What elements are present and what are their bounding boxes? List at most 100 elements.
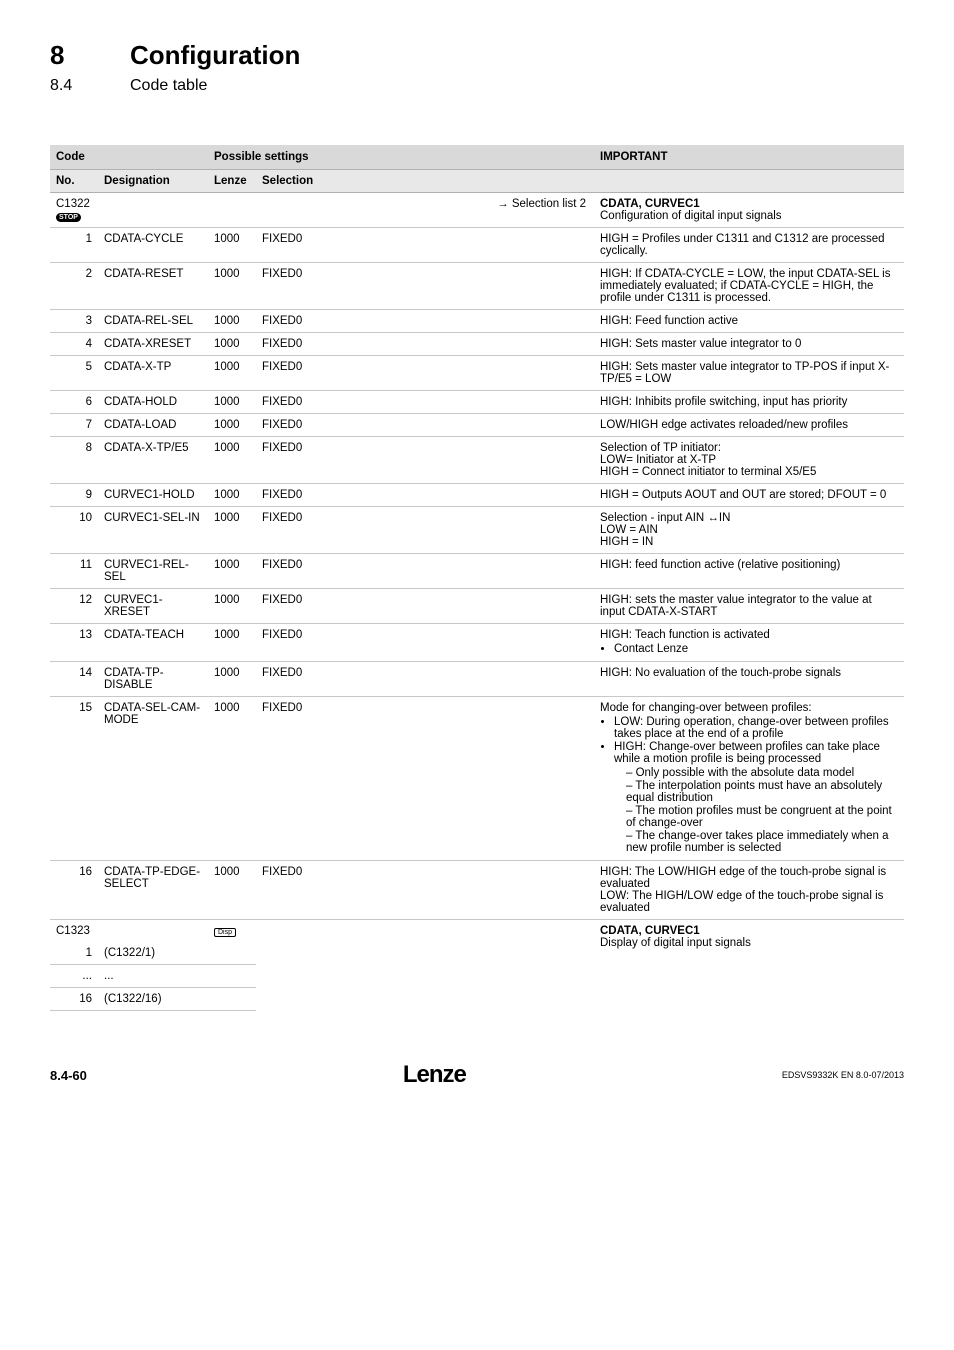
- cell-important: HIGH: The LOW/HIGH edge of the touch-pro…: [594, 861, 904, 920]
- cell-selection: FIXED0: [256, 662, 594, 697]
- cell-important: HIGH = Outputs AOUT and OUT are stored; …: [594, 484, 904, 507]
- cell-no: 2: [50, 263, 98, 310]
- cell-important: HIGH: sets the master value integrator t…: [594, 589, 904, 624]
- cell-no: 1: [50, 942, 98, 965]
- footer-logo: Lenze: [403, 1061, 466, 1089]
- footer-doc-id: EDSVS9332K EN 8.0-07/2013: [782, 1070, 904, 1080]
- stop-icon: STOP: [56, 213, 81, 222]
- table-row: 12CURVEC1-XRESET1000FIXED0HIGH: sets the…: [50, 589, 904, 624]
- cell-designation: CDATA-LOAD: [98, 414, 208, 437]
- cell-designation: CDATA-RESET: [98, 263, 208, 310]
- cell-no: 13: [50, 624, 98, 662]
- cell-no: 5: [50, 356, 98, 391]
- cell-no: 16: [50, 988, 98, 1011]
- col-header-code: Code: [50, 145, 208, 170]
- cell-lenze: 1000: [208, 356, 256, 391]
- cell-no: 1: [50, 228, 98, 263]
- cell-selection: FIXED0: [256, 228, 594, 263]
- col-header-lenze: Lenze: [208, 170, 256, 193]
- section-number: 8.4: [50, 77, 90, 95]
- disp-icon: Disp: [214, 928, 236, 937]
- table-row: 8CDATA-X-TP/E51000FIXED0Selection of TP …: [50, 437, 904, 484]
- cell-designation: CDATA-X-TP: [98, 356, 208, 391]
- cell-important: HIGH: No evaluation of the touch-probe s…: [594, 662, 904, 697]
- cell-designation: CDATA-CYCLE: [98, 228, 208, 263]
- cell-no: 9: [50, 484, 98, 507]
- cell-desig: ...: [98, 965, 208, 988]
- cell-lenze: 1000: [208, 333, 256, 356]
- code-c1322: C1322: [56, 198, 92, 210]
- cell-selection: FIXED0: [256, 589, 594, 624]
- cell-lenze: 1000: [208, 624, 256, 662]
- col-header-important-blank: [594, 170, 904, 193]
- cell-designation: CURVEC1-XRESET: [98, 589, 208, 624]
- cell-selection: FIXED0: [256, 554, 594, 589]
- cell-lenze: 1000: [208, 414, 256, 437]
- cell-selection: FIXED0: [256, 861, 594, 920]
- cell-designation: CDATA-HOLD: [98, 391, 208, 414]
- cell-desig: (C1322/1): [98, 942, 208, 965]
- cell-designation: CDATA-REL-SEL: [98, 310, 208, 333]
- table-row: 7CDATA-LOAD1000FIXED0LOW/HIGH edge activ…: [50, 414, 904, 437]
- cell-no: 6: [50, 391, 98, 414]
- table-row: 4CDATA-XRESET1000FIXED0HIGH: Sets master…: [50, 333, 904, 356]
- cell-selection: FIXED0: [256, 391, 594, 414]
- cell-designation: CDATA-XRESET: [98, 333, 208, 356]
- cell-important: HIGH: Sets master value integrator to TP…: [594, 356, 904, 391]
- table-row: 15CDATA-SEL-CAM-MODE1000FIXED0Mode for c…: [50, 697, 904, 861]
- group-row-c1323: C1323 Disp CDATA, CURVEC1 Display of dig…: [50, 920, 904, 943]
- cell-selection: FIXED0: [256, 697, 594, 861]
- cell-designation: CURVEC1-REL-SEL: [98, 554, 208, 589]
- table-row: 11CURVEC1-REL-SEL1000FIXED0HIGH: feed fu…: [50, 554, 904, 589]
- cell-selection: FIXED0: [256, 624, 594, 662]
- group-title-c1323: CDATA, CURVEC1: [600, 925, 700, 937]
- cell-lenze: 1000: [208, 310, 256, 333]
- cell-lenze: 1000: [208, 697, 256, 861]
- cell-designation: CDATA-X-TP/E5: [98, 437, 208, 484]
- col-header-selection: Selection: [256, 170, 594, 193]
- cell-lenze: 1000: [208, 437, 256, 484]
- chapter-number: 8: [50, 40, 90, 71]
- footer-page-num: 8.4-60: [50, 1068, 87, 1083]
- cell-no: 10: [50, 507, 98, 554]
- col-header-important: IMPORTANT: [594, 145, 904, 170]
- cell-selection: FIXED0: [256, 414, 594, 437]
- cell-lenze: 1000: [208, 263, 256, 310]
- section-title: Code table: [130, 77, 207, 95]
- table-row: 14CDATA-TP-DISABLE1000FIXED0HIGH: No eva…: [50, 662, 904, 697]
- col-header-designation: Designation: [98, 170, 208, 193]
- cell-important: HIGH: Sets master value integrator to 0: [594, 333, 904, 356]
- code-c1323: C1323: [50, 920, 98, 943]
- cell-designation: CURVEC1-SEL-IN: [98, 507, 208, 554]
- cell-no: ...: [50, 965, 98, 988]
- cell-lenze: 1000: [208, 662, 256, 697]
- table-row: 9CURVEC1-HOLD1000FIXED0HIGH = Outputs AO…: [50, 484, 904, 507]
- cell-no: 8: [50, 437, 98, 484]
- cell-lenze: 1000: [208, 554, 256, 589]
- table-row: 13CDATA-TEACH1000FIXED0HIGH: Teach funct…: [50, 624, 904, 662]
- cell-no: 7: [50, 414, 98, 437]
- cell-lenze: 1000: [208, 391, 256, 414]
- cell-selection: FIXED0: [256, 333, 594, 356]
- selection-link: → Selection list 2: [256, 193, 594, 228]
- cell-no: 14: [50, 662, 98, 697]
- cell-lenze: 1000: [208, 228, 256, 263]
- cell-important: HIGH = Profiles under C1311 and C1312 ar…: [594, 228, 904, 263]
- cell-designation: CURVEC1-HOLD: [98, 484, 208, 507]
- table-row: 16CDATA-TP-EDGE-SELECT1000FIXED0HIGH: Th…: [50, 861, 904, 920]
- cell-important: Selection - input AIN ↔INLOW = AINHIGH =…: [594, 507, 904, 554]
- group-subtitle-c1323: Display of digital input signals: [600, 937, 751, 949]
- cell-designation: CDATA-TP-DISABLE: [98, 662, 208, 697]
- cell-designation: CDATA-SEL-CAM-MODE: [98, 697, 208, 861]
- cell-lenze: 1000: [208, 484, 256, 507]
- cell-selection: FIXED0: [256, 484, 594, 507]
- cell-important: Selection of TP initiator:LOW= Initiator…: [594, 437, 904, 484]
- page-footer: 8.4-60 Lenze EDSVS9332K EN 8.0-07/2013: [0, 1041, 954, 1119]
- cell-no: 12: [50, 589, 98, 624]
- cell-important: HIGH: Inhibits profile switching, input …: [594, 391, 904, 414]
- cell-selection: FIXED0: [256, 310, 594, 333]
- table-row: 3CDATA-REL-SEL1000FIXED0HIGH: Feed funct…: [50, 310, 904, 333]
- group-title: CDATA, CURVEC1: [600, 198, 700, 210]
- table-row: 2CDATA-RESET1000FIXED0HIGH: If CDATA-CYC…: [50, 263, 904, 310]
- cell-no: 11: [50, 554, 98, 589]
